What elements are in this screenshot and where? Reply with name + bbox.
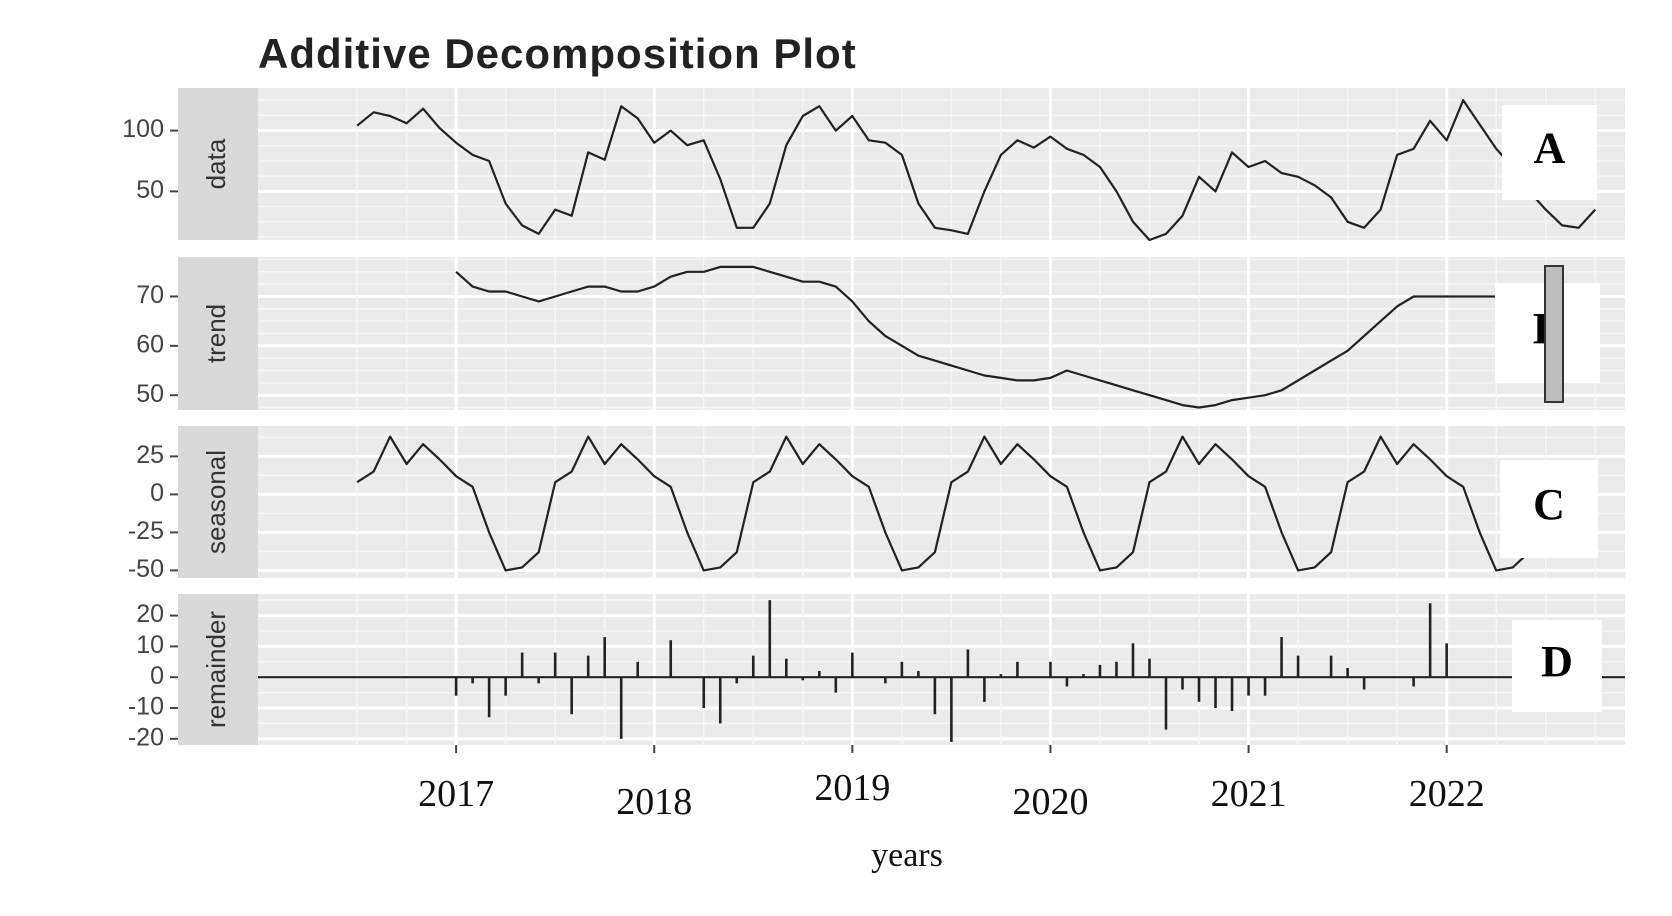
ytick-label-trend: 70: [136, 281, 164, 309]
strip-remainder: [178, 594, 258, 745]
strip-trend: [178, 257, 258, 410]
panel-data: data 50 100 A: [122, 88, 1625, 242]
ytick-label-data: 50: [136, 176, 164, 204]
ytick-label-remainder: 0: [150, 662, 164, 690]
panel-letter-box-seasonal: [1500, 460, 1598, 558]
panel-remainder: remainder -20-10 0 10 20 D: [128, 594, 1625, 751]
panel-letter-box-data: [1502, 105, 1597, 200]
strip-seasonal: [178, 426, 258, 578]
strip-label-trend: trend: [201, 304, 231, 363]
xtick-label: 2018: [616, 781, 692, 823]
trend-scale-bar: [1544, 265, 1564, 403]
ytick-label-seasonal: -25: [128, 517, 164, 545]
ytick-label-seasonal: -50: [128, 555, 164, 583]
xtick-label: 2021: [1211, 773, 1287, 815]
series-line-data: [356, 99, 1597, 242]
chart-title: Additive Decomposition Plot: [258, 30, 857, 77]
panel-letter-remainder: D: [1541, 637, 1573, 686]
xtick-label: 2017: [418, 773, 494, 815]
xtick-label: 2022: [1409, 773, 1485, 815]
panel-seasonal: seasonal -50 -25 0 25 C: [128, 426, 1625, 583]
strip-data: [178, 88, 258, 240]
panel-letter-box-remainder: [1512, 620, 1602, 712]
panel-trend: trend506070B: [136, 257, 1625, 410]
ytick-label-remainder: 10: [136, 631, 164, 659]
panel-bg-data: [258, 88, 1625, 240]
ytick-label-trend: 50: [136, 380, 164, 408]
xtick-label: 2019: [814, 767, 890, 809]
ytick-label-remainder: -10: [128, 693, 164, 721]
ytick-label-trend: 60: [136, 330, 164, 358]
strip-label-data: data: [201, 138, 231, 189]
xtick-label: 2020: [1012, 781, 1088, 823]
strip-label-remainder: remainder: [201, 611, 231, 728]
strip-label-seasonal: seasonal: [201, 450, 231, 554]
ytick-label-data: 100: [122, 115, 164, 143]
panel-letter-seasonal: C: [1533, 480, 1565, 529]
ytick-label-remainder: -20: [128, 723, 164, 751]
series-line-trend: [455, 265, 1513, 409]
ytick-label-seasonal: 25: [136, 441, 164, 469]
x-axis-label: years: [871, 837, 943, 874]
ytick-label-seasonal: 0: [150, 479, 164, 507]
ytick-label-remainder: 20: [136, 600, 164, 628]
series-line-seasonal: [356, 435, 1530, 572]
panel-letter-data: A: [1534, 124, 1566, 173]
